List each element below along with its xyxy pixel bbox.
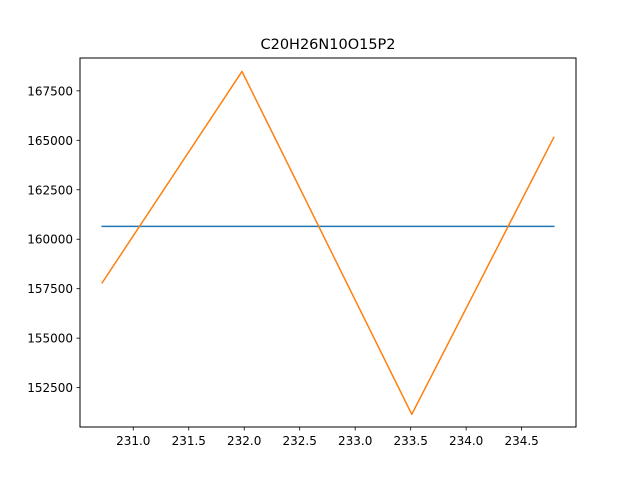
y-tick-label: 152500 — [27, 381, 73, 395]
y-tick-label: 157500 — [27, 282, 73, 296]
y-tick-label: 162500 — [27, 183, 73, 197]
y-tick-label: 167500 — [27, 84, 73, 98]
x-tick-label: 234.5 — [504, 434, 538, 448]
x-tick-label: 233.0 — [338, 434, 372, 448]
y-tick-label: 155000 — [27, 332, 73, 346]
y-tick-label: 160000 — [27, 233, 73, 247]
axes-frame — [79, 57, 577, 428]
x-tick-label: 233.5 — [393, 434, 427, 448]
x-tick-label: 232.5 — [283, 434, 317, 448]
x-tick-label: 232.0 — [227, 434, 261, 448]
x-tick-label: 234.0 — [449, 434, 483, 448]
chart-title: C20H26N10O15P2 — [260, 37, 395, 53]
y-tick-label: 165000 — [27, 134, 73, 148]
x-tick-label: 231.0 — [116, 434, 150, 448]
x-tick-label: 231.5 — [172, 434, 206, 448]
axis-ticks: 231.0 231.5 232.0 232.5 233.0 233.5 234.0 234.5… — [27, 84, 539, 448]
plot-area — [101, 70, 555, 416]
series-line-2 — [101, 70, 555, 416]
